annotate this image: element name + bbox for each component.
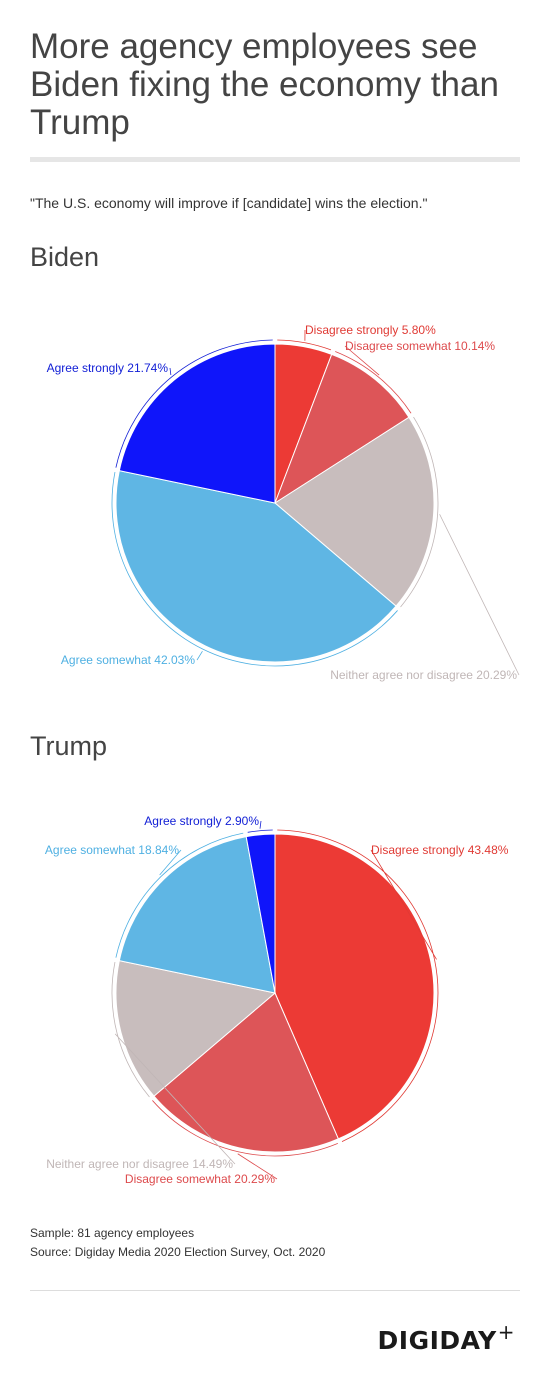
- pie-slice-disagree-somewhat: [153, 992, 339, 1153]
- pie-slice-agree-strongly: [245, 833, 276, 994]
- pie-slice-agree-strongly: [118, 343, 276, 504]
- pie-labels: Disagree strongly 5.80% Disagree somewhat…: [47, 323, 518, 682]
- chart-notes: Sample: 81 agency employees Source: Digi…: [30, 1224, 325, 1262]
- pie-slice-neither-agree-nor-disagree: [115, 960, 277, 1097]
- chart-subtitle: "The U.S. economy will improve if [candi…: [30, 195, 428, 211]
- leader-line-disagree-somewhat: [335, 345, 412, 414]
- logo-text: DIGIDAY: [377, 1326, 497, 1355]
- pie-label-agree-strongly: Agree strongly 21.74%: [47, 361, 169, 375]
- pie-labels: Disagree strongly 43.48% Disagree somewha…: [45, 814, 509, 1186]
- pie-label-agree-somewhat: Agree somewhat 18.84%: [45, 843, 179, 857]
- trump-chart-heading: Trump: [30, 731, 108, 761]
- source-note: Source: Digiday Media 2020 Election Surv…: [30, 1245, 326, 1259]
- leader-line-agree-somewhat: [115, 832, 244, 958]
- leader-line-neither-agree-nor-disagree: [400, 416, 520, 676]
- leader-line-agree-strongly: [247, 820, 273, 833]
- pie-slices: [115, 343, 435, 663]
- footer-divider: [30, 1290, 520, 1291]
- biden-chart-heading: Biden: [30, 242, 100, 272]
- logo-plus: +: [497, 1320, 515, 1344]
- pie-slice-disagree-somewhat: [273, 353, 410, 505]
- pie-leaders: [111, 329, 520, 676]
- leader-line-neither-agree-nor-disagree: [111, 962, 236, 1165]
- digiday-logo[interactable]: DIGIDAY+: [378, 1320, 515, 1355]
- title-divider: [30, 157, 520, 162]
- pie-label-agree-strongly: Agree strongly 2.90%: [144, 814, 259, 828]
- pie-label-disagree-somewhat: Disagree somewhat 10.14%: [345, 339, 495, 353]
- pie-slice-neither-agree-nor-disagree: [274, 416, 435, 607]
- pie-label-neither-agree-nor-disagree: Neither agree nor disagree 20.29%: [330, 668, 517, 682]
- biden-pie-chart: Disagree strongly 5.80% Disagree somewhat…: [47, 323, 520, 682]
- page-title: More agency employees see Biden fixing t…: [30, 27, 499, 142]
- trump-pie-chart: Disagree strongly 43.48% Disagree somewha…: [45, 814, 509, 1186]
- leader-line-disagree-somewhat: [152, 1100, 338, 1180]
- pie-slice-disagree-strongly: [274, 833, 435, 1140]
- pie-slice-agree-somewhat: [118, 836, 276, 994]
- leader-line-agree-strongly: [115, 339, 273, 468]
- pie-label-disagree-strongly: Disagree strongly 43.48%: [371, 843, 509, 857]
- leader-line-agree-somewhat: [111, 472, 398, 667]
- pie-slice-agree-somewhat: [115, 470, 397, 663]
- sample-note: Sample: 81 agency employees: [30, 1226, 195, 1240]
- pie-leaders: [111, 820, 439, 1180]
- leader-line-disagree-strongly: [277, 829, 439, 1142]
- pie-label-neither-agree-nor-disagree: Neither agree nor disagree 14.49%: [46, 1157, 233, 1171]
- pie-slices: [115, 833, 435, 1153]
- leader-line-disagree-strongly: [277, 329, 332, 351]
- pie-label-disagree-somewhat: Disagree somewhat 20.29%: [125, 1172, 275, 1186]
- pie-label-agree-somewhat: Agree somewhat 42.03%: [61, 653, 195, 667]
- pie-label-disagree-strongly: Disagree strongly 5.80%: [305, 323, 436, 337]
